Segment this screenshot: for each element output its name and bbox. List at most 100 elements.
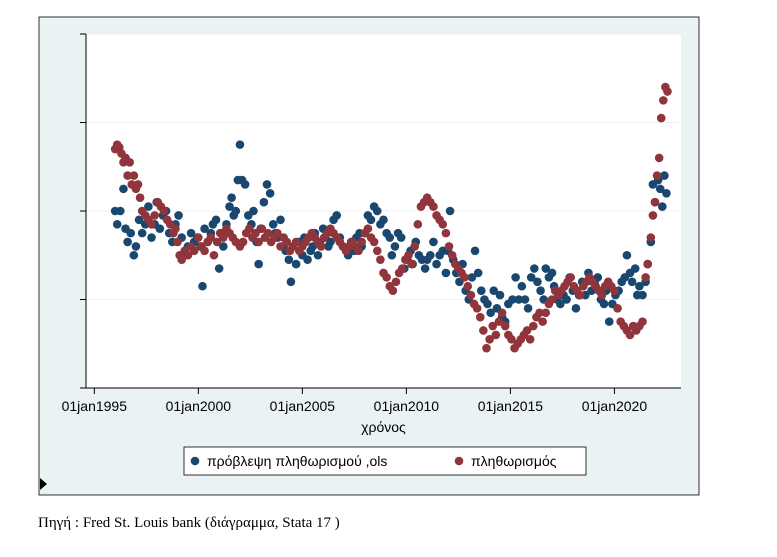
point-s0-74: [313, 250, 323, 260]
point-s0-129: [473, 268, 483, 278]
point-s0-79: [326, 237, 335, 247]
point-s1-182: [656, 113, 666, 123]
x-axis-label: χρόνος: [361, 419, 406, 435]
point-s0-3: [119, 184, 128, 194]
point-s1-178: [648, 211, 658, 220]
point-s1-48: [245, 224, 254, 233]
point-s1-177: [646, 233, 656, 242]
point-s0-136: [495, 290, 505, 300]
point-s1-112: [444, 242, 454, 251]
point-s0-133: [486, 308, 495, 318]
point-s0-100: [387, 250, 397, 260]
point-s1-107: [429, 202, 438, 211]
point-s1-154: [575, 290, 585, 300]
point-s0-13: [147, 233, 156, 242]
point-s0-140: [508, 295, 517, 304]
data-series: [110, 82, 672, 353]
point-s1-102: [413, 219, 423, 229]
point-s1-126: [488, 321, 498, 331]
source-caption: Πηγή : Fred St. Louis bank (διάγραμμα, S…: [38, 515, 340, 531]
point-s1-54: [263, 228, 273, 238]
point-s1-141: [535, 308, 544, 318]
point-s0-184: [638, 290, 647, 300]
point-s0-183: [635, 281, 644, 291]
point-s1-46: [238, 237, 248, 247]
point-s1-25: [173, 237, 182, 247]
point-s0-47: [240, 180, 250, 189]
point-s0-193: [660, 171, 669, 180]
point-s0-170: [599, 299, 609, 309]
point-s0-161: [571, 304, 581, 313]
point-s0-52: [254, 259, 263, 269]
point-s1-11: [133, 180, 143, 189]
x-tick-label-2: 01jan2005: [270, 398, 336, 414]
point-s0-50: [249, 206, 258, 216]
point-s1-17: [150, 211, 159, 220]
x-tick-label-0: 01jan1995: [62, 398, 128, 414]
point-s0-149: [536, 286, 545, 295]
point-s1-29: [183, 250, 193, 260]
legend-box: [183, 446, 587, 476]
point-s0-10: [137, 228, 147, 238]
point-s1-176: [643, 259, 653, 269]
point-s0-191: [655, 184, 665, 194]
point-s1-71: [316, 242, 326, 251]
point-s0-134: [489, 286, 499, 295]
point-s0-146: [526, 273, 536, 282]
point-s0-81: [332, 211, 341, 220]
point-s1-124: [482, 343, 491, 353]
point-s1-123: [479, 326, 488, 335]
point-s1-137: [522, 326, 532, 335]
point-s1-6: [123, 171, 132, 180]
point-s0-181: [630, 264, 640, 273]
point-s0-70: [303, 255, 312, 264]
point-s1-99: [404, 250, 413, 260]
point-s0-45: [235, 140, 245, 149]
point-s1-111: [441, 228, 451, 238]
point-s1-122: [475, 312, 485, 322]
point-s0-41: [227, 193, 236, 203]
point-s0-132: [483, 299, 492, 309]
point-s1-63: [291, 237, 301, 247]
point-s0-40: [225, 202, 234, 211]
point-s1-51: [254, 237, 263, 247]
point-s0-156: [556, 299, 565, 309]
point-s1-20: [159, 206, 169, 216]
point-s1-129: [497, 308, 507, 318]
point-s1-165: [610, 286, 619, 295]
point-s1-132: [507, 335, 516, 344]
point-s1-145: [547, 295, 557, 304]
x-tick-label-1: 01jan2000: [166, 398, 232, 414]
point-s1-38: [212, 237, 222, 247]
point-s0-127: [467, 273, 477, 282]
point-s1-117: [460, 273, 469, 282]
point-s0-38: [219, 242, 228, 251]
point-s0-35: [211, 215, 221, 225]
series-inflation: [110, 82, 672, 353]
point-s1-183: [659, 96, 668, 105]
point-s0-120: [445, 206, 455, 216]
point-s1-36: [206, 233, 216, 242]
point-s0-113: [426, 250, 435, 260]
point-s0-111: [420, 264, 430, 273]
point-s1-31: [189, 246, 199, 256]
point-s1-127: [491, 330, 501, 340]
point-s1-16: [147, 219, 156, 229]
point-s0-7: [129, 250, 139, 260]
point-s0-180: [627, 277, 637, 287]
point-s0-12: [144, 202, 153, 211]
point-s0-147: [530, 264, 539, 273]
point-s1-58: [276, 242, 285, 251]
x-tick-label-5: 01jan2020: [582, 398, 648, 414]
point-s1-118: [463, 281, 473, 291]
point-s0-5: [123, 237, 132, 247]
point-s0-194: [662, 189, 671, 198]
point-s1-175: [641, 273, 650, 282]
point-s0-56: [265, 189, 275, 198]
point-s1-57: [273, 228, 282, 238]
point-s0-143: [517, 281, 527, 291]
legend-marker-inflation: [454, 456, 464, 466]
point-s0-151: [541, 264, 551, 273]
point-s1-125: [485, 335, 494, 344]
